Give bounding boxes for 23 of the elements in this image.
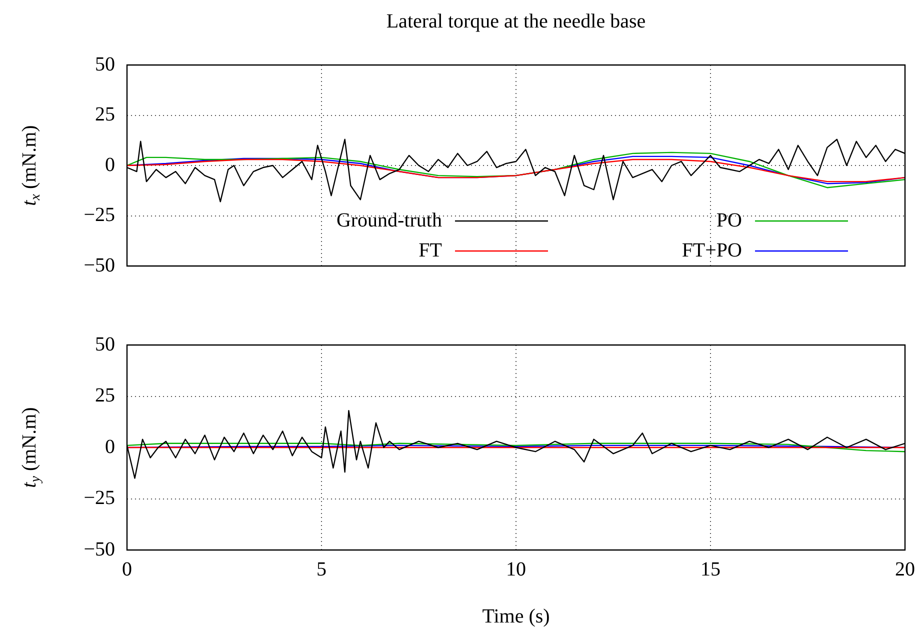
x-tick-label: 15 xyxy=(700,558,720,580)
x-tick-label: 5 xyxy=(316,558,326,580)
x-tick-label: 20 xyxy=(895,558,915,580)
x-axis-title: Time (s) xyxy=(482,605,550,628)
y-tick-label: −50 xyxy=(84,538,115,560)
x-tick-label: 10 xyxy=(506,558,526,580)
y-tick-label: −50 xyxy=(84,254,115,276)
legend-label: FT xyxy=(418,239,442,262)
y-axis-title: ty (mN.m) xyxy=(18,407,44,488)
y-tick-label: 50 xyxy=(95,333,115,356)
y-axis-title: tx (mN.m) xyxy=(18,125,44,206)
x-tick-label: 0 xyxy=(122,558,132,580)
y-tick-label: 0 xyxy=(105,436,115,458)
legend-label: FT+PO xyxy=(682,239,742,262)
y-tick-label: 50 xyxy=(95,53,115,76)
y-tick-label: 25 xyxy=(95,104,115,126)
chart-title: Lateral torque at the needle base xyxy=(386,10,646,32)
y-tick-label: 25 xyxy=(95,384,115,406)
legend-label: PO xyxy=(716,209,742,232)
y-tick-label: −25 xyxy=(84,487,115,509)
y-tick-label: 0 xyxy=(105,154,115,176)
legend-label: Ground-truth xyxy=(336,209,442,232)
y-tick-label: −25 xyxy=(84,204,115,226)
